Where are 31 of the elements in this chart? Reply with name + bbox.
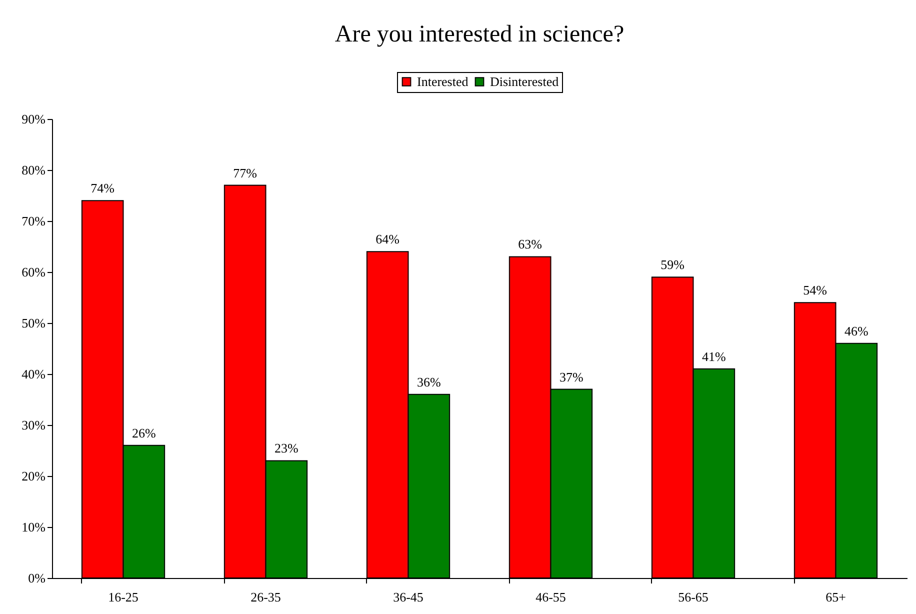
data-label: 64% [376, 232, 400, 247]
legend-label: Disinterested [490, 74, 560, 89]
data-label: 46% [844, 323, 868, 338]
data-label: 23% [274, 440, 298, 456]
y-tick-label: 20% [22, 468, 46, 484]
data-label: 37% [559, 369, 584, 384]
y-tick-label: 90% [22, 112, 46, 126]
x-tick-label: 56-65 [678, 590, 708, 604]
data-label: 77% [233, 165, 258, 180]
y-tick-label: 40% [22, 366, 46, 382]
y-tick-label: 0% [28, 570, 46, 586]
y-tick-label: 30% [22, 418, 46, 432]
data-label: 74% [90, 180, 115, 196]
x-tick-label: 16-25 [108, 590, 138, 604]
x-tick-label: 46-55 [536, 590, 566, 604]
y-tick-label: 80% [22, 162, 46, 178]
data-label: 41% [702, 348, 726, 364]
y-tick-label: 60% [22, 264, 46, 280]
y-tick-label: 70% [22, 214, 46, 228]
y-tick-label: 50% [22, 316, 46, 330]
data-label: 63% [518, 236, 542, 252]
x-tick-label: 65+ [826, 590, 846, 604]
data-label: 54% [803, 282, 828, 298]
data-label: 59% [660, 257, 685, 272]
x-tick-label: 26-35 [250, 590, 281, 604]
data-label: 26% [132, 425, 156, 440]
chart-title: Are you interested in science? [334, 22, 624, 48]
data-label: 36% [416, 374, 441, 390]
y-tick-label: 10% [22, 520, 46, 534]
x-tick-label: 36-45 [393, 590, 424, 604]
legend-label: Interested [417, 74, 469, 89]
